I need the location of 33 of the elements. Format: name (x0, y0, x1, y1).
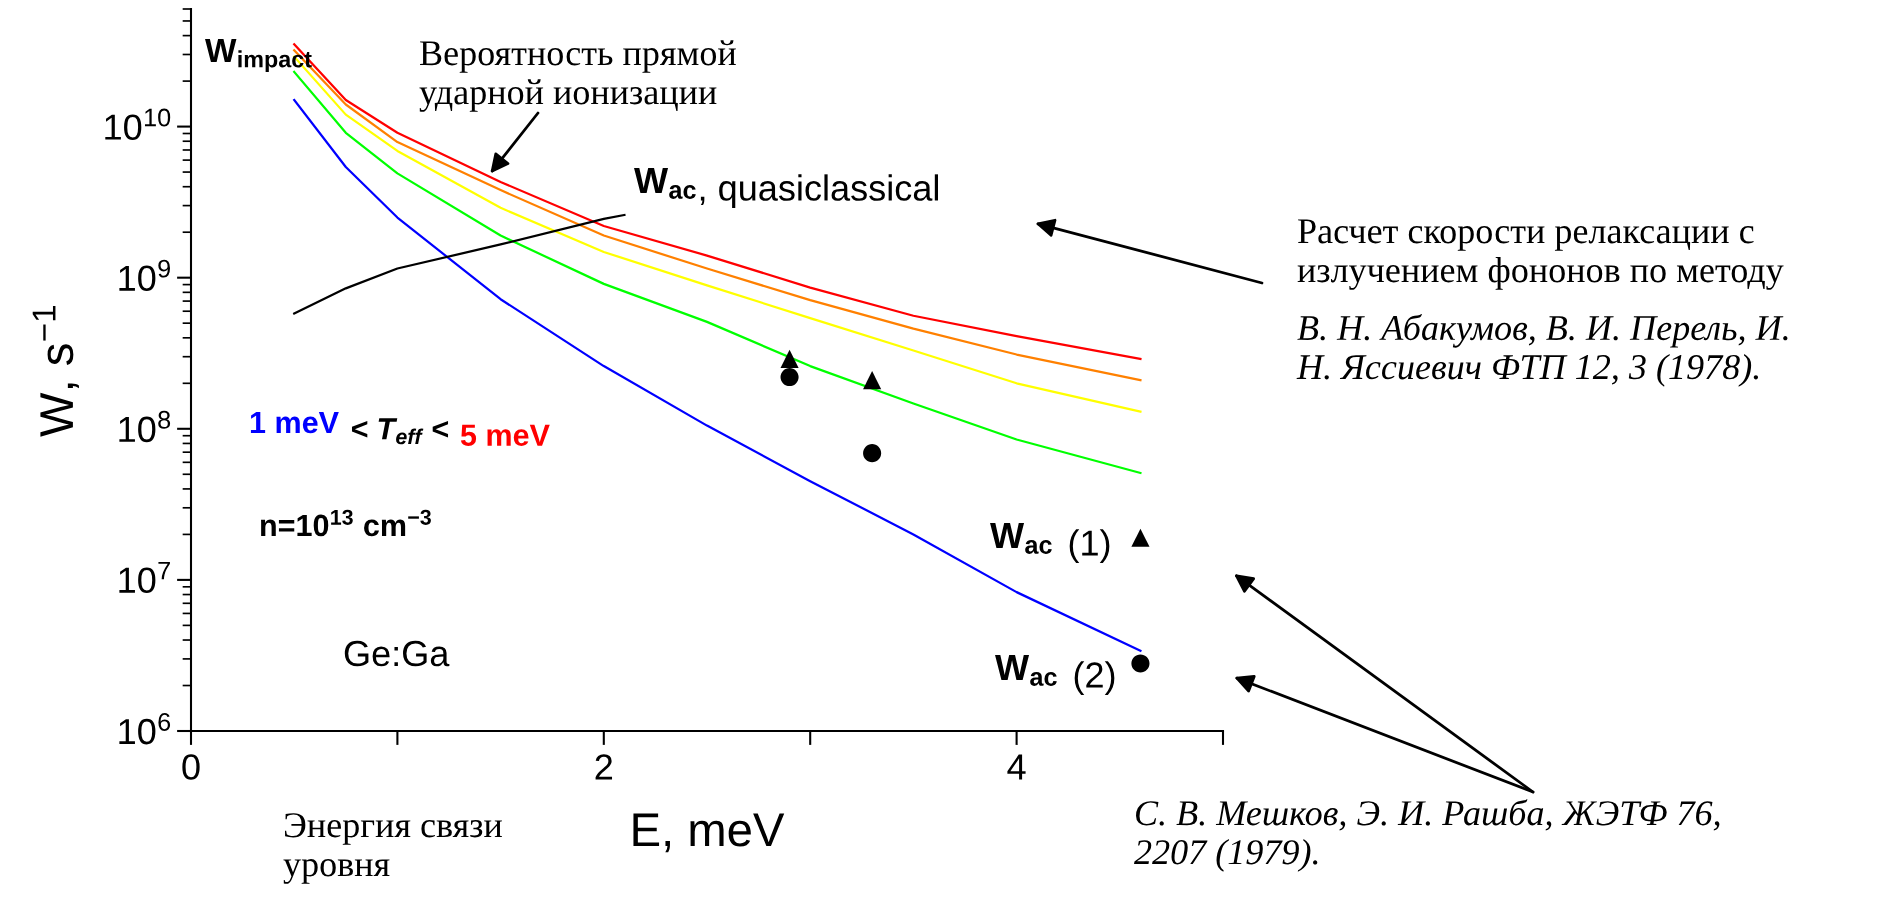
x-tick-label: 2 (595, 754, 613, 780)
annotation: , quasiclassical (700, 174, 938, 208)
point (1131, 528, 1150, 547)
text: В. Н. Абакумов, В. И. Перель, И. Н. Яссиевич ФТП 12, 3 (1978). (1296, 314, 1788, 387)
annotation: n=10$^{13}$ cm$^{−3}$ (261, 509, 431, 537)
point (863, 444, 882, 463)
annotation: W$_{ac}$ (634, 168, 696, 199)
y-tick-label: 10$^{9}$ (119, 259, 170, 292)
annotation: Ge:Ga (344, 640, 450, 667)
annotation: 5 meV (460, 424, 550, 446)
annotation: Вероятность прямой ударной ионизации (419, 40, 736, 112)
x-tick-label: 0 (182, 754, 200, 780)
text: С. В. Мешков, Э. И. Рашба, ЖЭТФ 76, 2207 (1979). (1134, 799, 1720, 872)
text: Расчет скорости релаксации с излучением фононов по методу (1297, 219, 1784, 290)
annotation: < T$_{eff}$ < (351, 418, 449, 445)
x-axis-title: E, meV (633, 813, 785, 853)
y-axis-title: W, s$^{−1}$ (32, 306, 79, 437)
annotation: W$_{ac}$ (990, 523, 1052, 554)
y-tick-label: 10$^{10}$ (105, 108, 171, 140)
text: Энергия связи уровня (283, 813, 502, 884)
annotation: W$_{ac}$ (995, 655, 1057, 686)
point (863, 371, 882, 390)
line-series (293, 213, 626, 315)
x-tick-label: 4 (1007, 754, 1026, 780)
point (780, 368, 799, 387)
y-tick-label: 10$^{6}$ (119, 713, 171, 745)
y-tick-label: 10$^{8}$ (119, 410, 171, 443)
annotation: 1 meV (250, 411, 339, 434)
point (1131, 654, 1150, 673)
annotation: (1) (1069, 529, 1110, 563)
y-tick-label: 10$^{7}$ (119, 561, 170, 594)
point (780, 349, 799, 368)
annotation: (2) (1074, 661, 1115, 695)
